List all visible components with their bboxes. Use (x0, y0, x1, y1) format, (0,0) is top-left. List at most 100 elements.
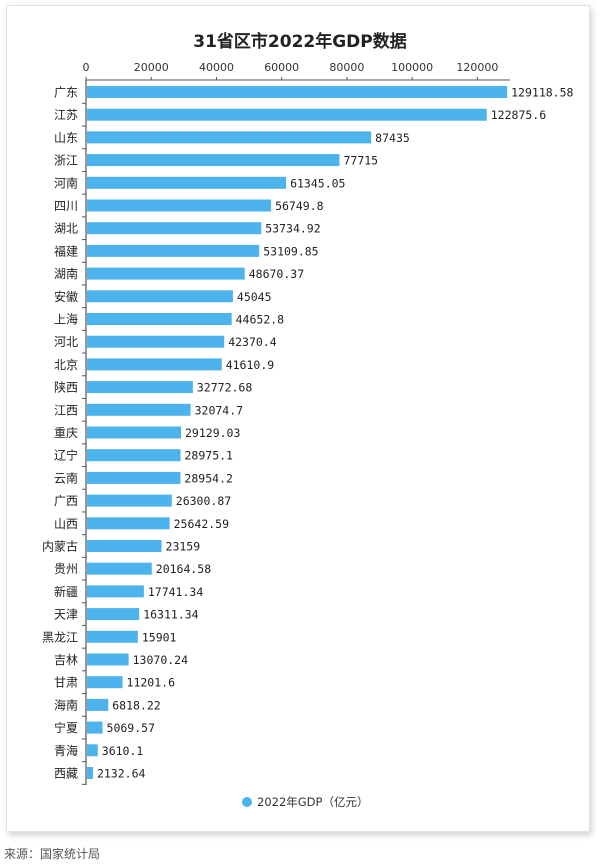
value-label: 28954.2 (184, 471, 232, 485)
bar (87, 426, 182, 439)
bar (87, 290, 233, 303)
value-label: 25642.59 (174, 517, 229, 531)
value-label: 17741.34 (148, 585, 203, 599)
category-label: 湖南 (54, 266, 78, 281)
bar (87, 313, 232, 325)
value-label: 6818.22 (112, 698, 160, 712)
value-label: 53109.85 (263, 244, 318, 258)
bar (87, 176, 287, 189)
category-label: 吉林 (54, 653, 78, 667)
bar (87, 517, 170, 530)
category-label: 贵州 (54, 562, 78, 576)
bar (87, 721, 103, 734)
category-label: 海南 (54, 697, 78, 712)
category-label: 浙江 (54, 154, 78, 168)
value-label: 26300.87 (176, 494, 231, 508)
category-label: 云南 (54, 470, 78, 485)
value-label: 129118.58 (511, 86, 573, 100)
bar (87, 267, 245, 280)
category-label: 宁夏 (54, 720, 78, 735)
value-label: 28975.1 (185, 449, 234, 463)
value-label: 15901 (142, 630, 177, 644)
value-label: 29129.03 (185, 426, 240, 440)
bar (87, 86, 508, 98)
value-label: 42370.4 (228, 335, 277, 349)
value-label: 16311.34 (143, 608, 198, 622)
value-label: 13070.24 (133, 653, 188, 667)
category-label: 新疆 (54, 584, 78, 599)
category-label: 河南 (54, 175, 78, 190)
bar (87, 403, 191, 416)
category-label: 辽宁 (54, 448, 78, 463)
category-label: 青海 (54, 743, 78, 758)
category-label: 西藏 (54, 767, 78, 781)
value-label: 2132.64 (97, 767, 146, 781)
bar (87, 471, 181, 484)
x-tick-label: 60000 (264, 61, 299, 74)
value-label: 45045 (237, 290, 272, 304)
bar (87, 653, 129, 666)
bar (87, 698, 109, 711)
value-label: 23159 (166, 540, 201, 554)
category-label: 广西 (54, 494, 78, 508)
category-label: 山东 (54, 131, 78, 145)
category-label: 重庆 (54, 426, 78, 440)
x-tick-label: 80000 (329, 61, 364, 74)
bar (87, 154, 340, 167)
value-label: 48670.37 (249, 267, 304, 281)
value-label: 5069.57 (107, 721, 156, 735)
value-label: 32074.7 (195, 403, 244, 417)
category-label: 湖北 (54, 221, 78, 236)
category-label: 北京 (54, 358, 78, 372)
category-label: 天津 (54, 608, 78, 622)
category-label: 甘肃 (54, 676, 78, 690)
value-label: 77715 (343, 154, 378, 168)
category-label: 陕西 (54, 380, 78, 395)
bar (87, 222, 262, 235)
category-label: 上海 (54, 312, 78, 327)
x-tick-label: 120000 (456, 61, 498, 74)
bar (87, 244, 260, 257)
legend-label: 2022年GDP（亿元） (257, 795, 368, 809)
bar (87, 131, 372, 144)
category-label: 江西 (54, 403, 78, 417)
bar (87, 108, 487, 121)
value-label: 44652.8 (236, 313, 285, 327)
bar (87, 199, 272, 212)
category-label: 广东 (54, 86, 78, 100)
category-label: 江苏 (54, 108, 78, 122)
value-label: 61345.05 (290, 176, 345, 190)
value-label: 11201.6 (127, 676, 176, 690)
bar (87, 540, 162, 552)
value-label: 20164.58 (156, 562, 211, 576)
category-label: 安徽 (54, 289, 78, 304)
category-label: 内蒙古 (42, 539, 78, 554)
bar (87, 358, 222, 371)
value-label: 32772.68 (197, 381, 252, 395)
bar (87, 608, 140, 621)
chart-title: 31省区市2022年GDP数据 (193, 31, 407, 52)
x-tick-label: 20000 (134, 61, 169, 74)
bar (87, 494, 172, 507)
bar (87, 767, 93, 779)
value-label: 87435 (375, 131, 410, 145)
value-label: 41610.9 (226, 358, 275, 372)
category-label: 河北 (54, 335, 78, 349)
category-label: 四川 (54, 199, 78, 213)
category-label: 山西 (54, 517, 78, 531)
bar (87, 630, 138, 643)
value-label: 122875.6 (491, 108, 546, 122)
legend-marker (242, 797, 252, 807)
value-label: 53734.92 (265, 222, 320, 236)
x-tick-label: 0 (83, 61, 90, 74)
bar (87, 335, 225, 348)
value-label: 56749.8 (275, 199, 324, 213)
source-text: 来源：国家统计局 (4, 847, 101, 861)
value-label: 3610.1 (102, 744, 144, 758)
bar (87, 381, 193, 394)
category-label: 黑龙江 (42, 630, 78, 644)
category-label: 福建 (54, 243, 78, 258)
x-tick-label: 40000 (199, 61, 234, 74)
bar (87, 562, 152, 575)
